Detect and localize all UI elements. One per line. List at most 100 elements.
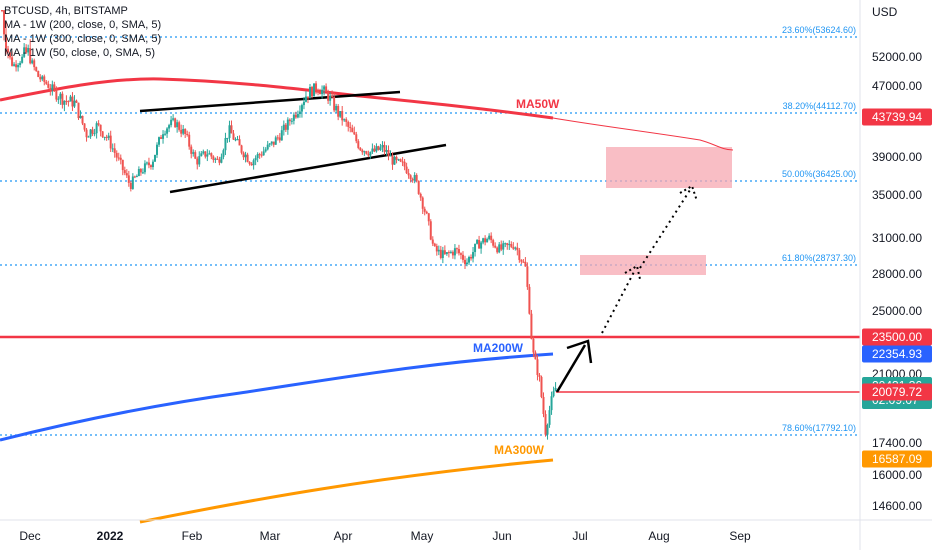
candle-body xyxy=(77,102,80,119)
candle-body xyxy=(1,10,3,11)
candle-body xyxy=(61,93,64,105)
candle-body xyxy=(212,156,215,160)
indicator-ma300[interactable]: MA - 1W (300, close, 0, SMA, 5) xyxy=(4,33,162,45)
price-tag xyxy=(862,345,932,363)
candle-body xyxy=(145,162,148,164)
candle-body xyxy=(89,129,92,137)
candle-body xyxy=(21,56,24,63)
candle-body xyxy=(433,243,436,246)
target-zone-2 xyxy=(580,255,706,275)
candle-body xyxy=(188,134,191,147)
candle-body xyxy=(536,359,539,376)
target-zone-1 xyxy=(606,147,732,188)
candle-body xyxy=(31,60,34,64)
candle-body xyxy=(95,123,98,134)
candle-body xyxy=(99,124,102,132)
candle-body xyxy=(252,160,255,166)
candle-body xyxy=(486,239,489,243)
candle-body xyxy=(506,243,509,245)
candle-body xyxy=(109,135,112,149)
candle-body xyxy=(67,101,70,103)
candle-body xyxy=(445,252,448,255)
candle-body xyxy=(33,60,36,68)
candle-body xyxy=(508,244,511,246)
currency-label: USD xyxy=(872,5,898,19)
candle-body xyxy=(23,47,26,57)
candle-body xyxy=(272,141,275,145)
candle-body xyxy=(474,243,477,253)
candle-body xyxy=(59,93,62,99)
candle-body xyxy=(135,176,138,178)
candle-body xyxy=(524,261,527,267)
candle-body xyxy=(347,121,350,127)
candle-body xyxy=(385,150,388,152)
x-tick-label: Jul xyxy=(572,529,587,543)
candle-body xyxy=(425,211,428,214)
resistance-trendline xyxy=(139,90,401,113)
candle-body xyxy=(379,147,382,150)
candle-body xyxy=(449,251,452,253)
candle-body xyxy=(429,221,432,240)
candle-body xyxy=(101,131,104,137)
x-tick-label: Aug xyxy=(648,529,669,543)
symbol-line[interactable]: BTCUSD, 4h, BITSTAMP xyxy=(4,5,128,17)
candle-body xyxy=(39,76,42,80)
candle-body xyxy=(341,111,344,121)
candle-body xyxy=(13,64,16,66)
candle-body xyxy=(19,62,22,66)
candle-body xyxy=(367,153,370,156)
candle-body xyxy=(451,251,454,256)
x-tick-label: Mar xyxy=(260,529,281,543)
candle-body xyxy=(286,119,289,130)
candle-body xyxy=(41,76,44,80)
candle-body xyxy=(224,138,227,151)
candle-body xyxy=(226,137,229,139)
candle-body xyxy=(91,129,94,134)
candle-body xyxy=(246,154,249,162)
candle-body xyxy=(538,375,541,377)
indicator-ma200[interactable]: MA - 1W (200, close, 0, SMA, 5) xyxy=(4,19,162,31)
y-tick-label: 28000.00 xyxy=(872,267,922,281)
up-arrow-shaft xyxy=(555,344,587,393)
fib-label: 78.60%(17792.10) xyxy=(782,423,856,433)
candle-body xyxy=(498,244,501,253)
candle-body xyxy=(510,244,513,247)
candle-body xyxy=(270,141,273,144)
candle-body xyxy=(164,133,167,135)
candle-body xyxy=(520,259,523,262)
candle-body xyxy=(178,122,181,130)
candle-body xyxy=(300,105,303,112)
candle-body xyxy=(93,133,96,135)
candle-body xyxy=(166,128,169,134)
candle-body xyxy=(377,146,380,150)
candle-body xyxy=(236,139,239,141)
candle-body xyxy=(45,81,48,84)
candle-body xyxy=(190,146,193,154)
candle-body xyxy=(415,175,418,181)
candle-body xyxy=(417,180,420,194)
candle-body xyxy=(308,86,311,99)
candle-body xyxy=(337,105,340,117)
candle-body xyxy=(306,96,309,99)
candle-body xyxy=(389,155,392,157)
candle-body xyxy=(290,120,293,122)
candle-body xyxy=(218,159,221,163)
candle-body xyxy=(206,154,209,157)
candle-body xyxy=(443,250,446,255)
indicator-ma50[interactable]: MA - 1W (50, close, 0, SMA, 5) xyxy=(4,47,155,59)
candle-body xyxy=(500,244,503,250)
y-tick-label: 31000.00 xyxy=(872,231,922,245)
candle-body xyxy=(423,208,426,212)
candle-body xyxy=(168,125,171,129)
candle-body xyxy=(323,86,326,90)
candle-body xyxy=(357,141,360,148)
candle-body xyxy=(494,245,497,248)
candle-body xyxy=(419,193,422,198)
candle-body xyxy=(123,170,126,174)
candle-body xyxy=(125,173,128,176)
candle-body xyxy=(319,92,322,95)
price-tag-label: 23500.00 xyxy=(872,330,922,344)
candle-body xyxy=(55,88,58,100)
candle-body xyxy=(232,133,235,140)
candle-body xyxy=(302,101,305,106)
